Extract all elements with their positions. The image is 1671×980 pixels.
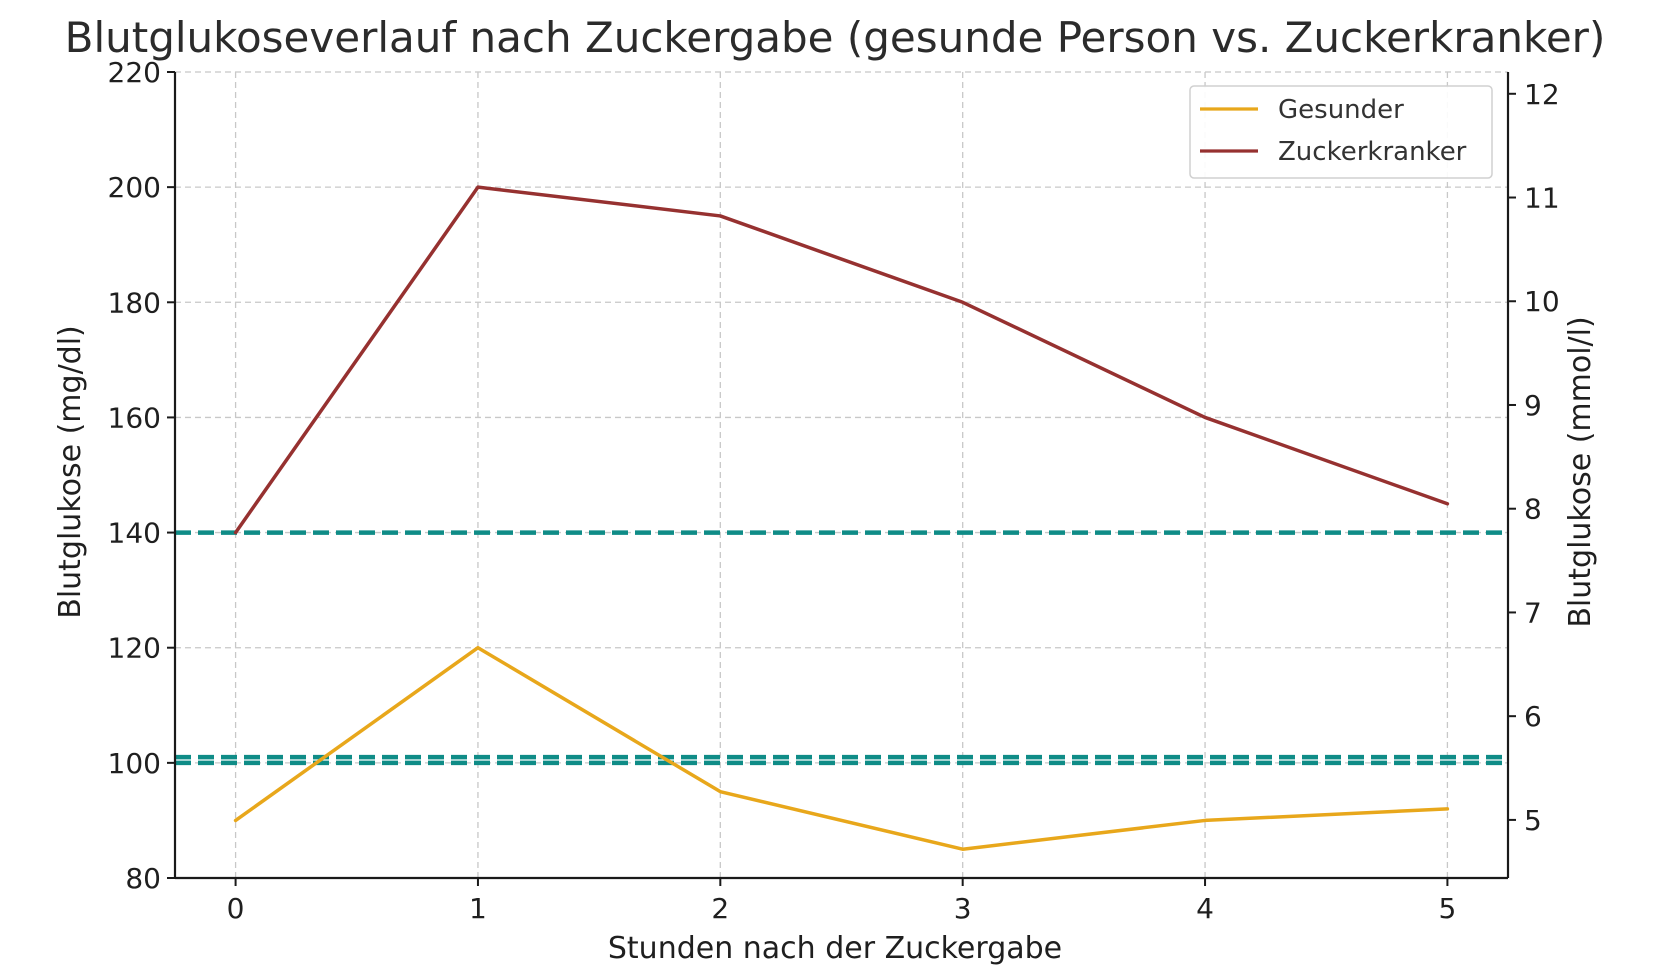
right-y-tick-label: 8 (1524, 493, 1542, 526)
chart-title: Blutglukoseverlauf nach Zuckergabe (gesu… (65, 13, 1606, 62)
right-y-tick-label: 12 (1524, 78, 1560, 111)
y-tick-label: 80 (125, 862, 161, 895)
series-line-zuckerkranker (233, 185, 1450, 535)
right-y-tick-label: 7 (1524, 596, 1542, 629)
x-tick-label: 4 (1196, 892, 1214, 925)
y-tick-label: 220 (108, 56, 161, 89)
y-tick-label: 120 (108, 632, 161, 665)
right-y-tick-label: 11 (1524, 182, 1560, 215)
x-tick-label: 0 (227, 892, 245, 925)
y-tick-label: 180 (108, 286, 161, 319)
x-axis-label: Stunden nach der Zuckergabe (608, 931, 1062, 966)
x-tick-label: 3 (954, 892, 972, 925)
x-tick-label: 2 (711, 892, 729, 925)
y-axis-label: Blutglukose (mg/dl) (53, 325, 88, 619)
y-tick-label: 160 (108, 401, 161, 434)
legend-label-zuckerkranker: Zuckerkranker (1278, 137, 1467, 167)
x-tick-label: 5 (1438, 892, 1456, 925)
series-lines (233, 185, 1450, 851)
y-tick-label: 100 (108, 747, 161, 780)
x-tick-label: 1 (469, 892, 487, 925)
right-y-tick-label: 9 (1524, 389, 1542, 422)
right-y-axis-label: Blutglukose (mmol/l) (1563, 316, 1598, 627)
legend-box (1189, 85, 1493, 179)
legend-label-gesunder: Gesunder (1278, 95, 1404, 125)
right-y-tick-label: 10 (1524, 285, 1560, 318)
series-line-gesunder (233, 645, 1450, 851)
legend: Gesunder Zuckerkranker (1189, 85, 1493, 179)
y-tick-label: 200 (108, 171, 161, 204)
right-y-tick-label: 6 (1524, 700, 1542, 733)
right-y-tick-label: 5 (1524, 804, 1542, 837)
y-tick-label: 140 (108, 517, 161, 550)
reference-lines (175, 530, 1508, 766)
